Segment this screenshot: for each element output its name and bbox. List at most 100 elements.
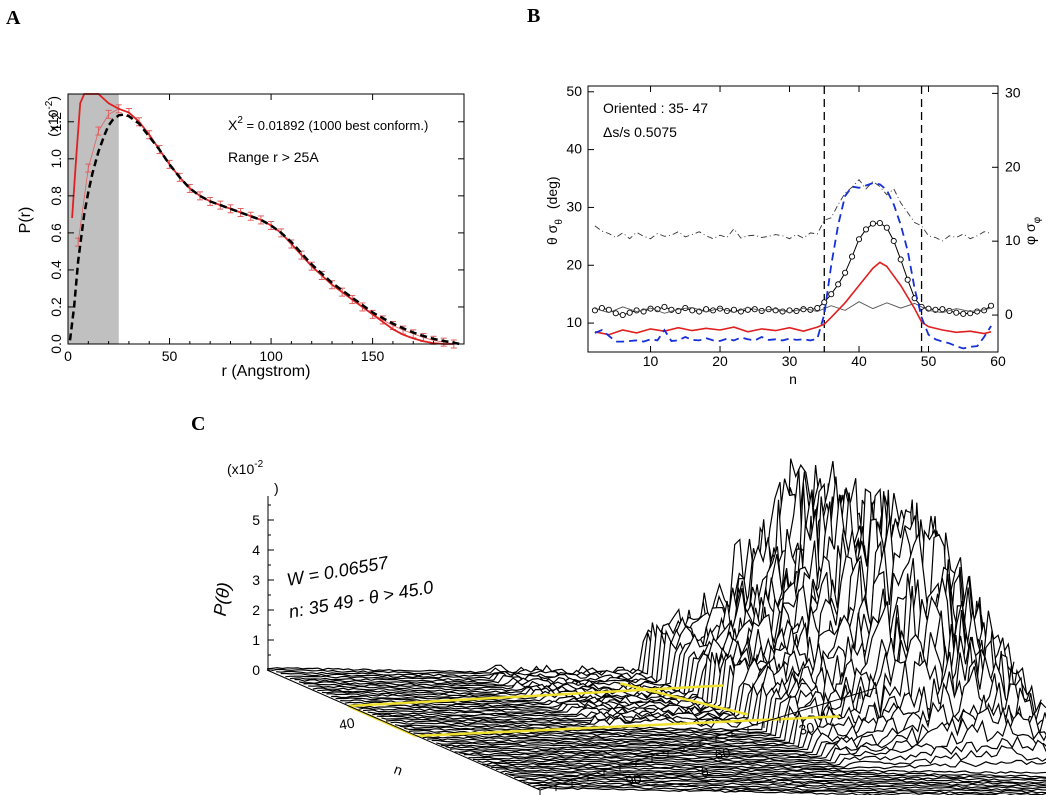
ridge-line [367, 502, 973, 720]
highlight-line [619, 682, 749, 716]
chart-c: 0 1 2 3 4 5 40 30 60 90 (x10-2 ) P(θ) W = 0.06557… [210, 458, 1046, 795]
x-tick-label: 60 [990, 353, 1006, 369]
ridge-line [427, 632, 1033, 748]
ridge-line [271, 465, 878, 677]
data-point [842, 269, 849, 276]
chart-c-w-annotation: W = 0.06557 [285, 552, 390, 590]
shaded-region [68, 94, 119, 344]
series-solid-circles [594, 222, 992, 316]
z-tick-label: 0 [252, 662, 260, 678]
ridge-line [463, 718, 1046, 764]
ridge-line [381, 515, 987, 726]
ridge-line [536, 786, 952, 795]
data-point [821, 299, 828, 306]
highlight-line [347, 684, 724, 708]
z-tick-label: 1 [252, 632, 260, 648]
x-tick-label: 150 [361, 348, 385, 364]
chart-a-xlabel: r (Angstrom) [222, 363, 311, 380]
data-point [612, 310, 619, 317]
ridge-line [276, 478, 882, 680]
y-tick-label: 1.2 [48, 112, 64, 132]
series-dashdot [594, 178, 992, 242]
data-point [828, 291, 835, 298]
z-tick-label: 4 [252, 542, 260, 558]
x-tick-label: 100 [259, 348, 283, 364]
chi-prefix: X [228, 117, 238, 133]
data-point [883, 224, 890, 231]
chart-b-ticks: 10 20 30 40 50 60 10 20 30 40 50 0 10 20 30 [566, 83, 1020, 369]
fit-line-red [71, 93, 454, 345]
ridge-line [518, 778, 1046, 792]
ridge-fill [472, 745, 1046, 773]
data-point [974, 308, 981, 315]
ridge-fill [486, 765, 1046, 779]
data-point [876, 219, 883, 227]
c-scale-close: ) [274, 480, 279, 496]
z-tick-label: 5 [252, 512, 260, 528]
chart-b-oriented-annotation: Oriented : 35- 47 [603, 100, 708, 116]
ridge-line [394, 531, 1001, 734]
y-tick-label: 0.4 [48, 260, 64, 280]
ridge-line [340, 505, 946, 708]
ridge-line [404, 559, 1010, 738]
y-tick-label: 40 [566, 141, 582, 157]
data-point [855, 236, 863, 243]
data-point [619, 311, 626, 319]
ridge-line [472, 745, 1046, 769]
ridge-line [514, 776, 1046, 790]
theta-axis [539, 687, 877, 791]
y-tick-label: 0.8 [48, 186, 64, 206]
x-tick-label: 20 [712, 353, 728, 369]
ridge-fill [468, 736, 1046, 771]
series-thin [594, 301, 992, 314]
svg-text:φ σφ: φ σφ [1022, 216, 1043, 245]
z-tick-label: 2 [252, 602, 260, 618]
ridge-line [482, 762, 1046, 775]
scale-label-close: ) [45, 96, 61, 101]
surface-lines [266, 458, 1046, 795]
data-point [960, 310, 967, 317]
y-tick-label: 0.0 [48, 334, 64, 354]
data-point [633, 307, 640, 314]
ridge-line [468, 735, 1046, 767]
data-point [904, 276, 911, 283]
chart-a-scale-label: (x10-2) [44, 96, 61, 137]
ridge-line [491, 766, 1046, 780]
ridge-line [436, 642, 1042, 752]
data-point [869, 220, 876, 227]
chart-c-scale-label: (x10-2 ) [227, 459, 279, 496]
data-point [897, 256, 904, 263]
chart-b-ylabel-right: φ σφ [1022, 216, 1043, 245]
theta-tick-label: 30 [797, 719, 816, 738]
data-point [661, 303, 668, 310]
data-point [939, 306, 946, 313]
y-tick-label: 10 [566, 314, 582, 330]
right-y-tick-label: 10 [1005, 232, 1021, 248]
x-tick-label: 50 [921, 353, 937, 369]
data-point [967, 310, 974, 317]
chart-c-xlabel: θ [699, 764, 710, 781]
right-y-tick-label: 20 [1005, 158, 1021, 174]
data-point [626, 309, 633, 316]
right-y-tick-label: 0 [1005, 306, 1013, 322]
panel-label-a: A [6, 7, 21, 29]
data-point [890, 237, 897, 245]
y-tick-label: 30 [566, 198, 582, 214]
series-dashed [594, 182, 992, 350]
data-point [814, 305, 821, 312]
data-point [862, 226, 870, 233]
data-point [835, 281, 842, 288]
panel-label-c: C [191, 413, 205, 435]
fit-line-dashed [68, 113, 461, 346]
data-point [800, 306, 807, 313]
chart-c-zlabel: P(θ) [210, 581, 235, 617]
chart-a-ticks: 0 50 100 150 0.0 0.2 0.4 0.6 0.8 1.0 1.2 [48, 94, 464, 364]
chart-b-series [591, 86, 995, 352]
n-tick-label: 40 [338, 714, 356, 732]
highlight-line [415, 715, 840, 738]
chart-c-ylabel: n [392, 761, 405, 779]
ridge-line [486, 764, 1046, 778]
chi-rest: = 0.01892 (1000 best conform.) [243, 118, 428, 133]
chi-exp: 2 [237, 115, 243, 126]
